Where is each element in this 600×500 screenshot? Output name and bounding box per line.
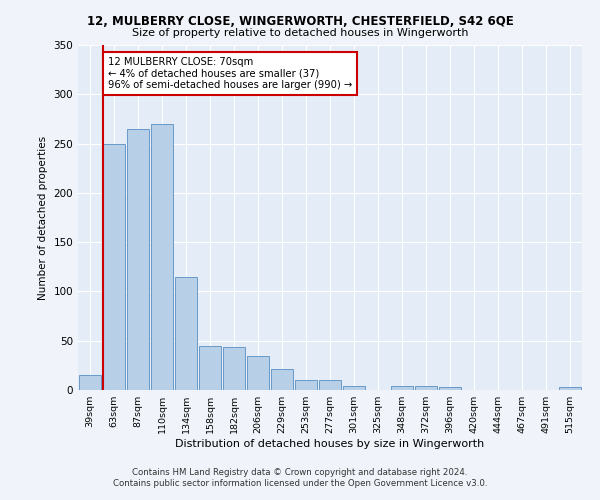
Bar [439, 387, 461, 390]
Bar [391, 386, 413, 390]
Bar [175, 276, 197, 390]
Bar [223, 346, 245, 390]
Bar [79, 375, 101, 390]
Bar [199, 346, 221, 390]
Text: 12 MULBERRY CLOSE: 70sqm
← 4% of detached houses are smaller (37)
96% of semi-de: 12 MULBERRY CLOSE: 70sqm ← 4% of detache… [108, 57, 352, 90]
Bar [271, 370, 293, 390]
Bar [127, 129, 149, 390]
Bar [559, 387, 581, 390]
Bar [103, 144, 125, 390]
Text: Contains HM Land Registry data © Crown copyright and database right 2024.
Contai: Contains HM Land Registry data © Crown c… [113, 468, 487, 487]
Text: Size of property relative to detached houses in Wingerworth: Size of property relative to detached ho… [132, 28, 468, 38]
Text: 12, MULBERRY CLOSE, WINGERWORTH, CHESTERFIELD, S42 6QE: 12, MULBERRY CLOSE, WINGERWORTH, CHESTER… [86, 15, 514, 28]
Bar [151, 124, 173, 390]
Bar [415, 386, 437, 390]
Bar [295, 380, 317, 390]
Y-axis label: Number of detached properties: Number of detached properties [38, 136, 48, 300]
Bar [247, 356, 269, 390]
Bar [319, 380, 341, 390]
Bar [343, 386, 365, 390]
X-axis label: Distribution of detached houses by size in Wingerworth: Distribution of detached houses by size … [175, 439, 485, 449]
